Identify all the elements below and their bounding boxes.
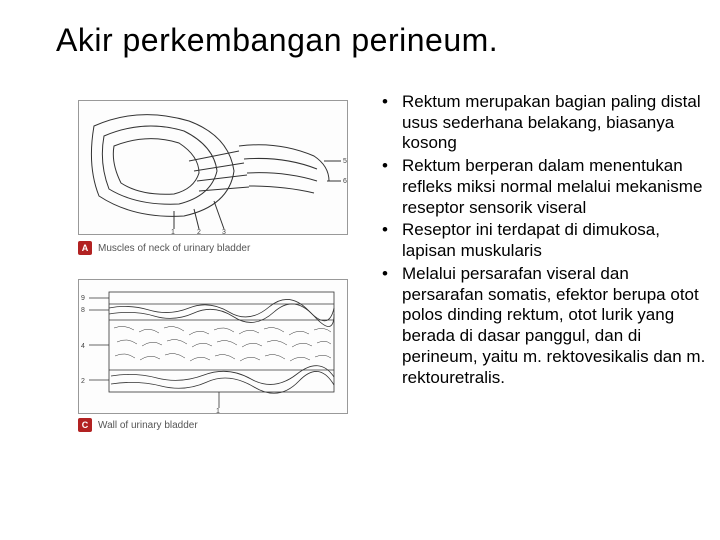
bullet-item: Reseptor ini terdapat di dimukosa, lapis… <box>378 220 708 261</box>
figure-c-caption: Wall of urinary bladder <box>98 420 198 431</box>
svg-text:1: 1 <box>216 408 220 415</box>
bullet-item: Melalui persarafan viseral dan persarafa… <box>378 264 708 388</box>
figure-c-caption-row: C Wall of urinary bladder <box>78 418 358 432</box>
figure-c-badge: C <box>78 418 92 432</box>
bullet-item: Rektum berperan dalam menentukan refleks… <box>378 156 708 218</box>
svg-text:1: 1 <box>171 229 175 236</box>
svg-text:9: 9 <box>81 295 85 302</box>
figure-c: 9 8 4 2 1 <box>78 279 348 414</box>
figure-a-caption: Muscles of neck of urinary bladder <box>98 243 250 254</box>
anatomy-drawing-a: 1 2 3 5 6 <box>79 101 349 236</box>
page-title: Akir perkembangan perineum. <box>56 22 498 59</box>
svg-text:2: 2 <box>81 378 85 385</box>
bullet-list: Rektum merupakan bagian paling distal us… <box>378 92 708 390</box>
figure-a-badge: A <box>78 241 92 255</box>
svg-text:2: 2 <box>197 229 201 236</box>
figure-a: 1 2 3 5 6 <box>78 100 348 235</box>
svg-text:4: 4 <box>81 343 85 350</box>
bullet-item: Rektum merupakan bagian paling distal us… <box>378 92 708 154</box>
svg-text:3: 3 <box>222 229 226 236</box>
figures-column: 1 2 3 5 6 A Muscles of neck of urinary b… <box>78 100 358 432</box>
anatomy-drawing-c: 9 8 4 2 1 <box>79 280 349 415</box>
svg-text:5: 5 <box>343 158 347 165</box>
svg-text:6: 6 <box>343 178 347 185</box>
figure-a-caption-row: A Muscles of neck of urinary bladder <box>78 241 358 255</box>
svg-text:8: 8 <box>81 307 85 314</box>
